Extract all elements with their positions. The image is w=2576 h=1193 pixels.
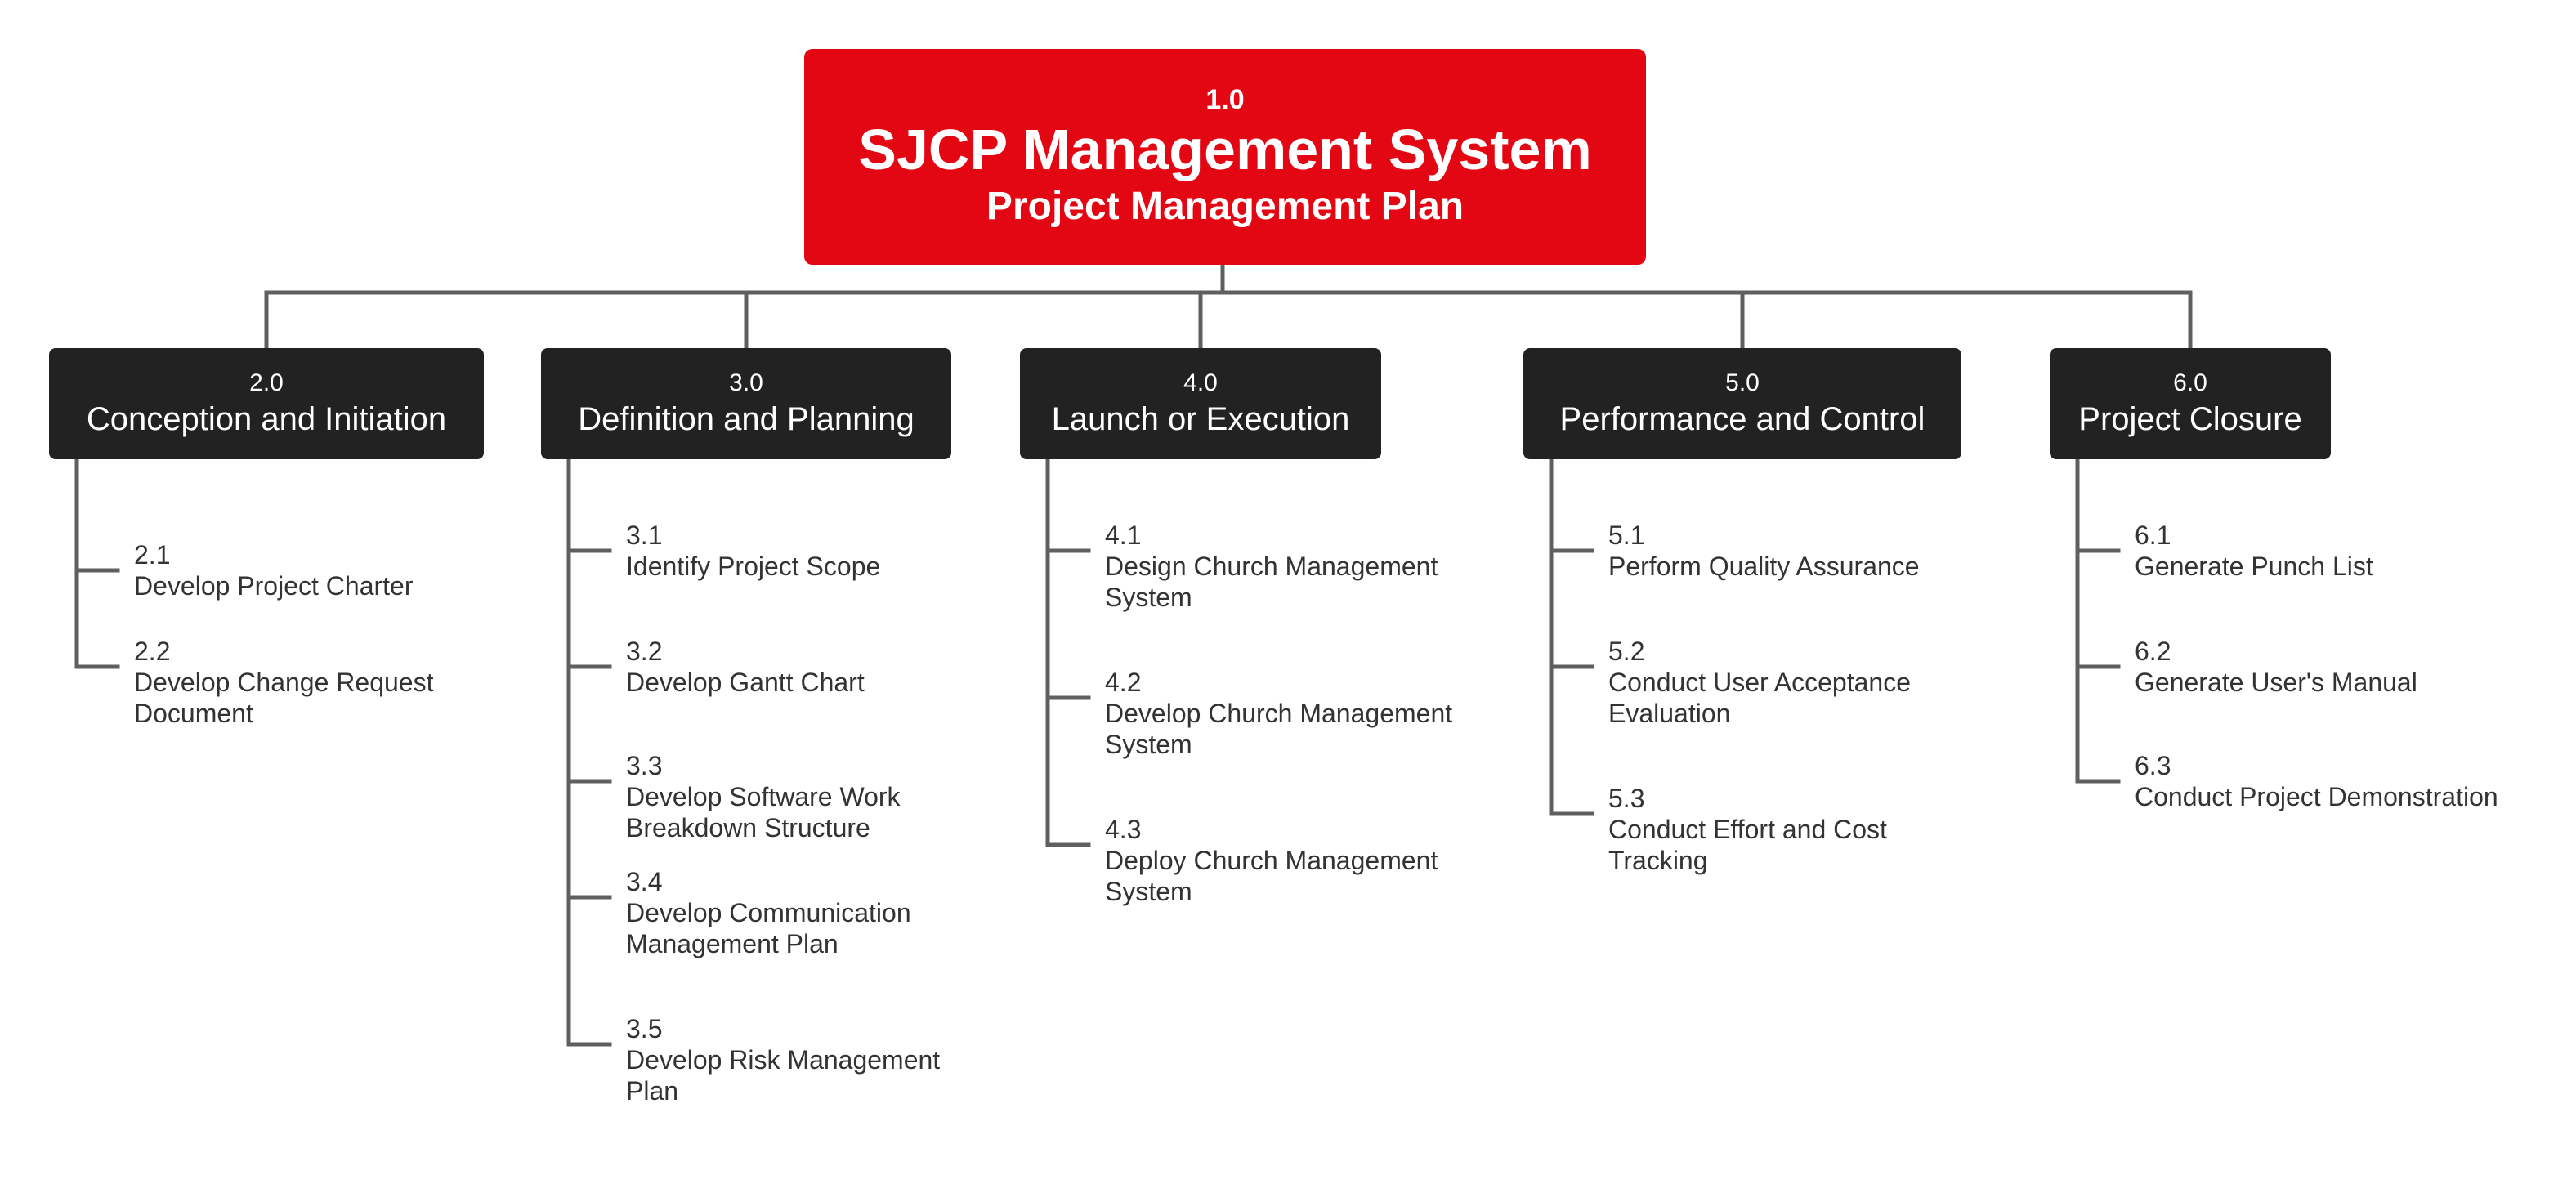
task-code: 4.2	[1105, 668, 1142, 697]
task-node: 5.1 Perform Quality Assurance	[1608, 520, 1920, 582]
task-node: 5.2 Conduct User Acceptance Evaluation	[1608, 636, 1911, 729]
task-node: 3.4 Develop Communication Management Plan	[626, 866, 911, 959]
task-label: Conduct Effort and Cost Tracking	[1608, 815, 1887, 875]
task-node: 2.2 Develop Change Request Document	[134, 636, 433, 729]
phase-title: Launch or Execution	[1051, 401, 1350, 437]
task-code: 4.1	[1105, 521, 1142, 550]
task-node: 3.1 Identify Project Scope	[626, 520, 880, 582]
task-code: 5.2	[1608, 637, 1645, 666]
root-node: 1.0 SJCP Management System Project Manag…	[804, 49, 1646, 265]
task-label: Develop Software Work Breakdown Structur…	[626, 782, 901, 842]
task-node: 6.2 Generate User's Manual	[2135, 636, 2417, 698]
task-node: 6.1 Generate Punch List	[2135, 520, 2373, 582]
task-node: 3.2 Develop Gantt Chart	[626, 636, 865, 698]
root-title: SJCP Management System	[858, 118, 1592, 181]
task-code: 3.1	[626, 521, 663, 550]
task-label: Identify Project Scope	[626, 552, 881, 581]
phase-code: 4.0	[1183, 369, 1218, 396]
task-node: 4.1 Design Church Management System	[1105, 520, 1438, 613]
task-label: Develop Church Management System	[1105, 699, 1453, 759]
task-node: 2.1 Develop Project Charter	[134, 539, 413, 601]
task-code: 3.4	[626, 867, 663, 896]
phase-node: 6.0 Project Closure	[2050, 348, 2331, 459]
task-label: Conduct User Acceptance Evaluation	[1608, 668, 1911, 728]
phase-title: Conception and Initiation	[86, 401, 447, 437]
task-node: 4.2 Develop Church Management System	[1105, 667, 1452, 760]
task-code: 2.1	[134, 540, 171, 570]
task-label: Develop Risk Management Plan	[626, 1045, 941, 1106]
task-label: Generate Punch List	[2135, 552, 2373, 581]
task-code: 6.2	[2135, 637, 2171, 666]
task-node: 3.5 Develop Risk Management Plan	[626, 1013, 940, 1106]
phase-code: 6.0	[2173, 369, 2207, 396]
root-code: 1.0	[1205, 84, 1245, 115]
task-code: 6.1	[2135, 521, 2171, 550]
task-code: 2.2	[134, 637, 171, 666]
phase-title: Performance and Control	[1559, 401, 1925, 437]
phase-node: 4.0 Launch or Execution	[1020, 348, 1381, 459]
phase-code: 5.0	[1725, 369, 1760, 396]
task-code: 6.3	[2135, 751, 2171, 780]
root-subtitle: Project Management Plan	[986, 185, 1465, 228]
task-label: Develop Communication Management Plan	[626, 898, 911, 958]
task-label: Develop Change Request Document	[134, 668, 434, 728]
task-label: Conduct Project Demonstration	[2135, 782, 2498, 811]
phase-code: 2.0	[249, 369, 284, 396]
task-node: 3.3 Develop Software Work Breakdown Struc…	[626, 750, 901, 843]
task-label: Perform Quality Assurance	[1608, 552, 1920, 581]
phase-node: 2.0 Conception and Initiation	[49, 348, 484, 459]
phase-code: 3.0	[729, 369, 763, 396]
phase-title: Project Closure	[2078, 401, 2302, 437]
task-label: Deploy Church Management System	[1105, 846, 1438, 906]
task-node: 6.3 Conduct Project Demonstration	[2135, 750, 2498, 812]
task-node: 4.3 Deploy Church Management System	[1105, 814, 1438, 907]
task-code: 3.5	[626, 1014, 663, 1043]
task-label: Develop Project Charter	[134, 571, 414, 601]
task-code: 4.3	[1105, 815, 1142, 844]
task-label: Generate User's Manual	[2135, 668, 2417, 697]
task-code: 5.1	[1608, 521, 1645, 550]
phase-node: 5.0 Performance and Control	[1523, 348, 1961, 459]
task-label: Develop Gantt Chart	[626, 668, 865, 697]
phase-title: Definition and Planning	[578, 401, 915, 437]
task-code: 3.3	[626, 751, 663, 780]
phase-node: 3.0 Definition and Planning	[541, 348, 951, 459]
task-code: 3.2	[626, 637, 663, 666]
task-node: 5.3 Conduct Effort and Cost Tracking	[1608, 783, 1887, 876]
task-label: Design Church Management System	[1105, 552, 1438, 612]
task-code: 5.3	[1608, 784, 1645, 813]
